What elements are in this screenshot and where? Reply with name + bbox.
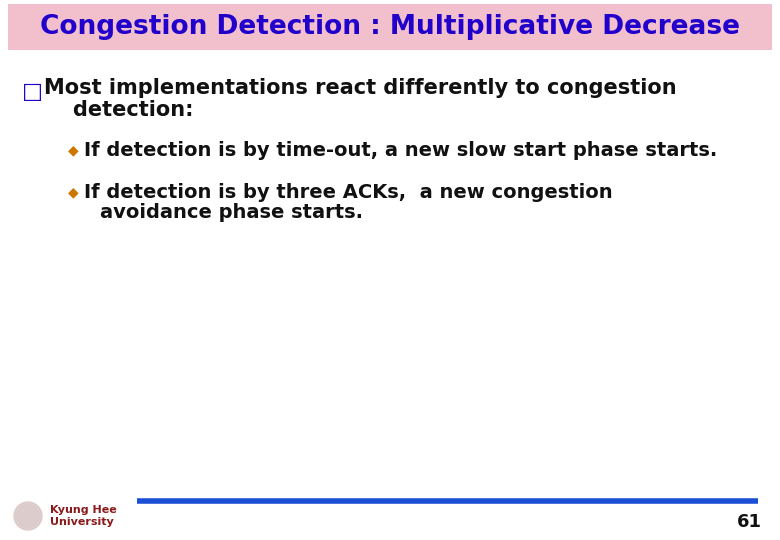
Text: Kyung Hee: Kyung Hee	[50, 505, 117, 515]
Text: University: University	[50, 517, 114, 527]
Text: 61: 61	[737, 513, 762, 531]
Text: detection:: detection:	[44, 100, 193, 120]
Text: Most implementations react differently to congestion: Most implementations react differently t…	[44, 78, 676, 98]
Circle shape	[14, 502, 42, 530]
Text: ◆: ◆	[68, 143, 79, 157]
Bar	[8, 4, 772, 50]
Text: If detection is by three ACKs,  a new congestion: If detection is by three ACKs, a new con…	[84, 183, 612, 201]
Text: ◆: ◆	[68, 185, 79, 199]
Text: If detection is by time-out, a new slow start phase starts.: If detection is by time-out, a new slow …	[84, 140, 718, 159]
Text: avoidance phase starts.: avoidance phase starts.	[100, 202, 363, 221]
Text: □: □	[22, 82, 43, 102]
Text: Congestion Detection : Multiplicative Decrease: Congestion Detection : Multiplicative De…	[40, 14, 740, 40]
